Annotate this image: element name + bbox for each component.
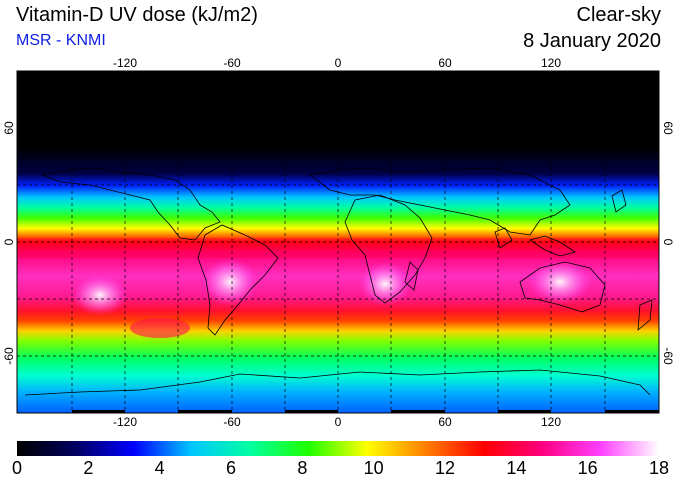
lat-tick-right-2: 0 — [661, 239, 675, 246]
uv-peak-south-america — [202, 258, 258, 306]
uv-peak-australia — [528, 260, 592, 304]
lon-tick-bottom-3: 0 — [335, 415, 342, 429]
colorbar-label-6: 6 — [225, 458, 237, 478]
date-label: 8 January 2020 — [523, 30, 661, 52]
colorbar-label-0: 0 — [11, 458, 23, 478]
lat-tick-left-2: 0 — [2, 238, 16, 245]
lat-tick-right-1: 60 — [661, 121, 675, 135]
lon-tick-bottom-2: -60 — [223, 415, 241, 429]
lon-tick-top-2: -60 — [223, 56, 241, 70]
uv-peak-south-pacific — [72, 275, 128, 315]
colorbar-label-12: 12 — [434, 458, 456, 478]
lon-tick-top-1: -120 — [113, 56, 137, 70]
lon-tick-bottom-1: -120 — [113, 415, 137, 429]
colorbar-label-2: 2 — [83, 458, 94, 478]
colorbar-label-18: 18 — [648, 458, 670, 478]
lon-tick-top-5: 120 — [541, 56, 561, 70]
lon-tick-bottom-4: 60 — [438, 415, 452, 429]
lat-tick-left-1: 60 — [2, 121, 16, 135]
lat-lon-gridlines — [17, 71, 659, 413]
data-source-label: MSR - KNMI — [16, 32, 106, 49]
colorbar-label-16: 16 — [577, 458, 598, 478]
map-title: Vitamin-D UV dose (kJ/m2) — [16, 4, 258, 26]
uv-peak-south-africa — [359, 262, 411, 306]
colorbar-label-14: 14 — [506, 458, 527, 478]
sky-condition-label: Clear-sky — [576, 4, 661, 26]
uv-band-south-pacific — [130, 318, 190, 338]
coastlines — [24, 167, 653, 396]
lon-tick-top-4: 60 — [438, 56, 452, 70]
frame-ticks — [72, 71, 659, 413]
colorbar-label-10: 10 — [363, 458, 384, 478]
lat-tick-left-3: -60 — [2, 347, 16, 365]
lat-tick-right-3: -60 — [661, 347, 675, 365]
colorbar — [17, 441, 659, 456]
colorbar-label-8: 8 — [297, 458, 308, 478]
lon-tick-bottom-5: 120 — [541, 415, 561, 429]
lon-tick-top-3: 0 — [335, 56, 342, 70]
colorbar-label-4: 4 — [154, 458, 165, 478]
